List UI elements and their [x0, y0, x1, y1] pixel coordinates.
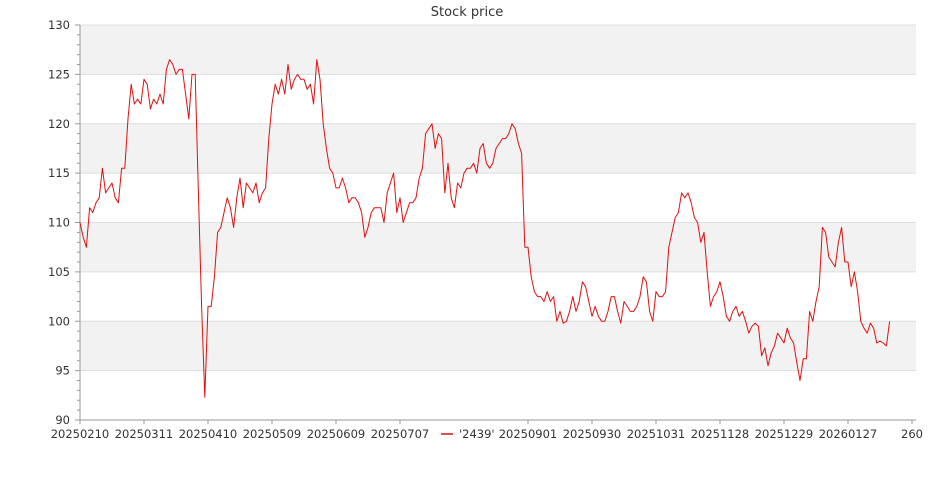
x-tick-label: 20250609: [307, 427, 366, 441]
plot-band: [80, 222, 916, 272]
y-tick-label: 115: [48, 166, 70, 180]
x-tick-label: 20251229: [755, 427, 814, 441]
chart-title: Stock price: [431, 5, 503, 20]
legend: '2439': [441, 427, 495, 441]
series-layer: [79, 59, 891, 398]
x-tick-label: 20251031: [627, 427, 686, 441]
y-tick-label: 95: [55, 364, 70, 378]
y-axis-ticks: 90 95 100 105 110 115 120 125 130: [48, 18, 80, 427]
y-tick-label: 130: [48, 18, 70, 32]
y-tick-label: 105: [48, 265, 70, 279]
plot-background-bands: [80, 25, 916, 371]
x-tick-label: 20250930: [563, 427, 622, 441]
x-tick-label: 20250210: [51, 427, 110, 441]
plot-band: [80, 25, 916, 75]
y-tick-label: 120: [48, 117, 70, 131]
plot-band: [80, 321, 916, 371]
x-tick-label: 20250410: [179, 427, 238, 441]
legend-entry-label: '2439': [459, 427, 495, 441]
x-tick-label: 20250311: [115, 427, 174, 441]
x-tick-label: 260: [901, 427, 923, 441]
x-axis-ticks: 20250210 20250311 20250410 20250509 20250609…: [51, 420, 923, 441]
y-tick-label: 90: [55, 413, 70, 427]
gridlines: [80, 24, 916, 372]
y-tick-label: 110: [48, 216, 70, 230]
x-tick-label: 20260127: [819, 427, 878, 441]
y-tick-label: 125: [48, 67, 70, 81]
x-tick-label: 20250509: [243, 427, 302, 441]
plot-band: [80, 123, 916, 174]
y-tick-label: 100: [48, 314, 70, 328]
x-tick-label: 20250707: [371, 427, 430, 441]
series-line: [79, 59, 891, 398]
x-tick-label: 20250901: [499, 427, 558, 441]
x-tick-label: 20251128: [691, 427, 750, 441]
